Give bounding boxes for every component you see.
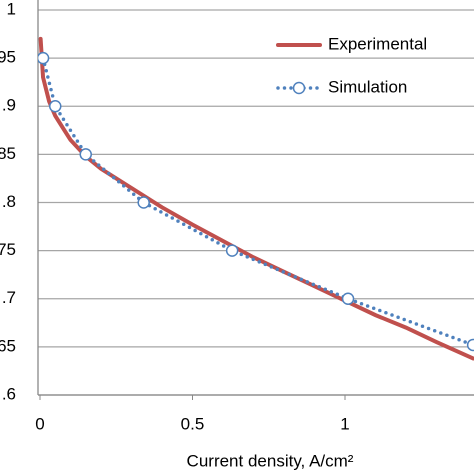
marker [49,100,62,113]
legend-label: Simulation [328,77,407,96]
marker [137,196,150,209]
x-tick-label: 0 [35,414,44,433]
y-tick-label: .7 [2,288,16,307]
marker [341,292,355,305]
y-tick-label: .6 [2,384,16,403]
y-tick-label: 85 [0,144,16,163]
marker [38,51,50,65]
x-tick-label: 0.5 [181,414,205,433]
legend-marker [292,81,306,95]
y-tick-label: .9 [2,96,16,115]
marker [466,338,474,352]
y-tick-label: 75 [0,240,16,259]
y-tick-label: 1 [7,0,16,18]
y-tick-label: .8 [2,192,16,211]
series-line [41,56,474,347]
legend-label: Experimental [328,34,427,53]
marker [225,244,239,257]
series-line [38,36,474,361]
x-axis-label: Current density, A/cm² [187,451,354,470]
x-tick-label: 1 [340,414,349,433]
plot-area [38,36,474,361]
y-tick-label: 65 [0,336,16,355]
y-tick-label: 95 [0,48,16,67]
marker [79,148,92,161]
